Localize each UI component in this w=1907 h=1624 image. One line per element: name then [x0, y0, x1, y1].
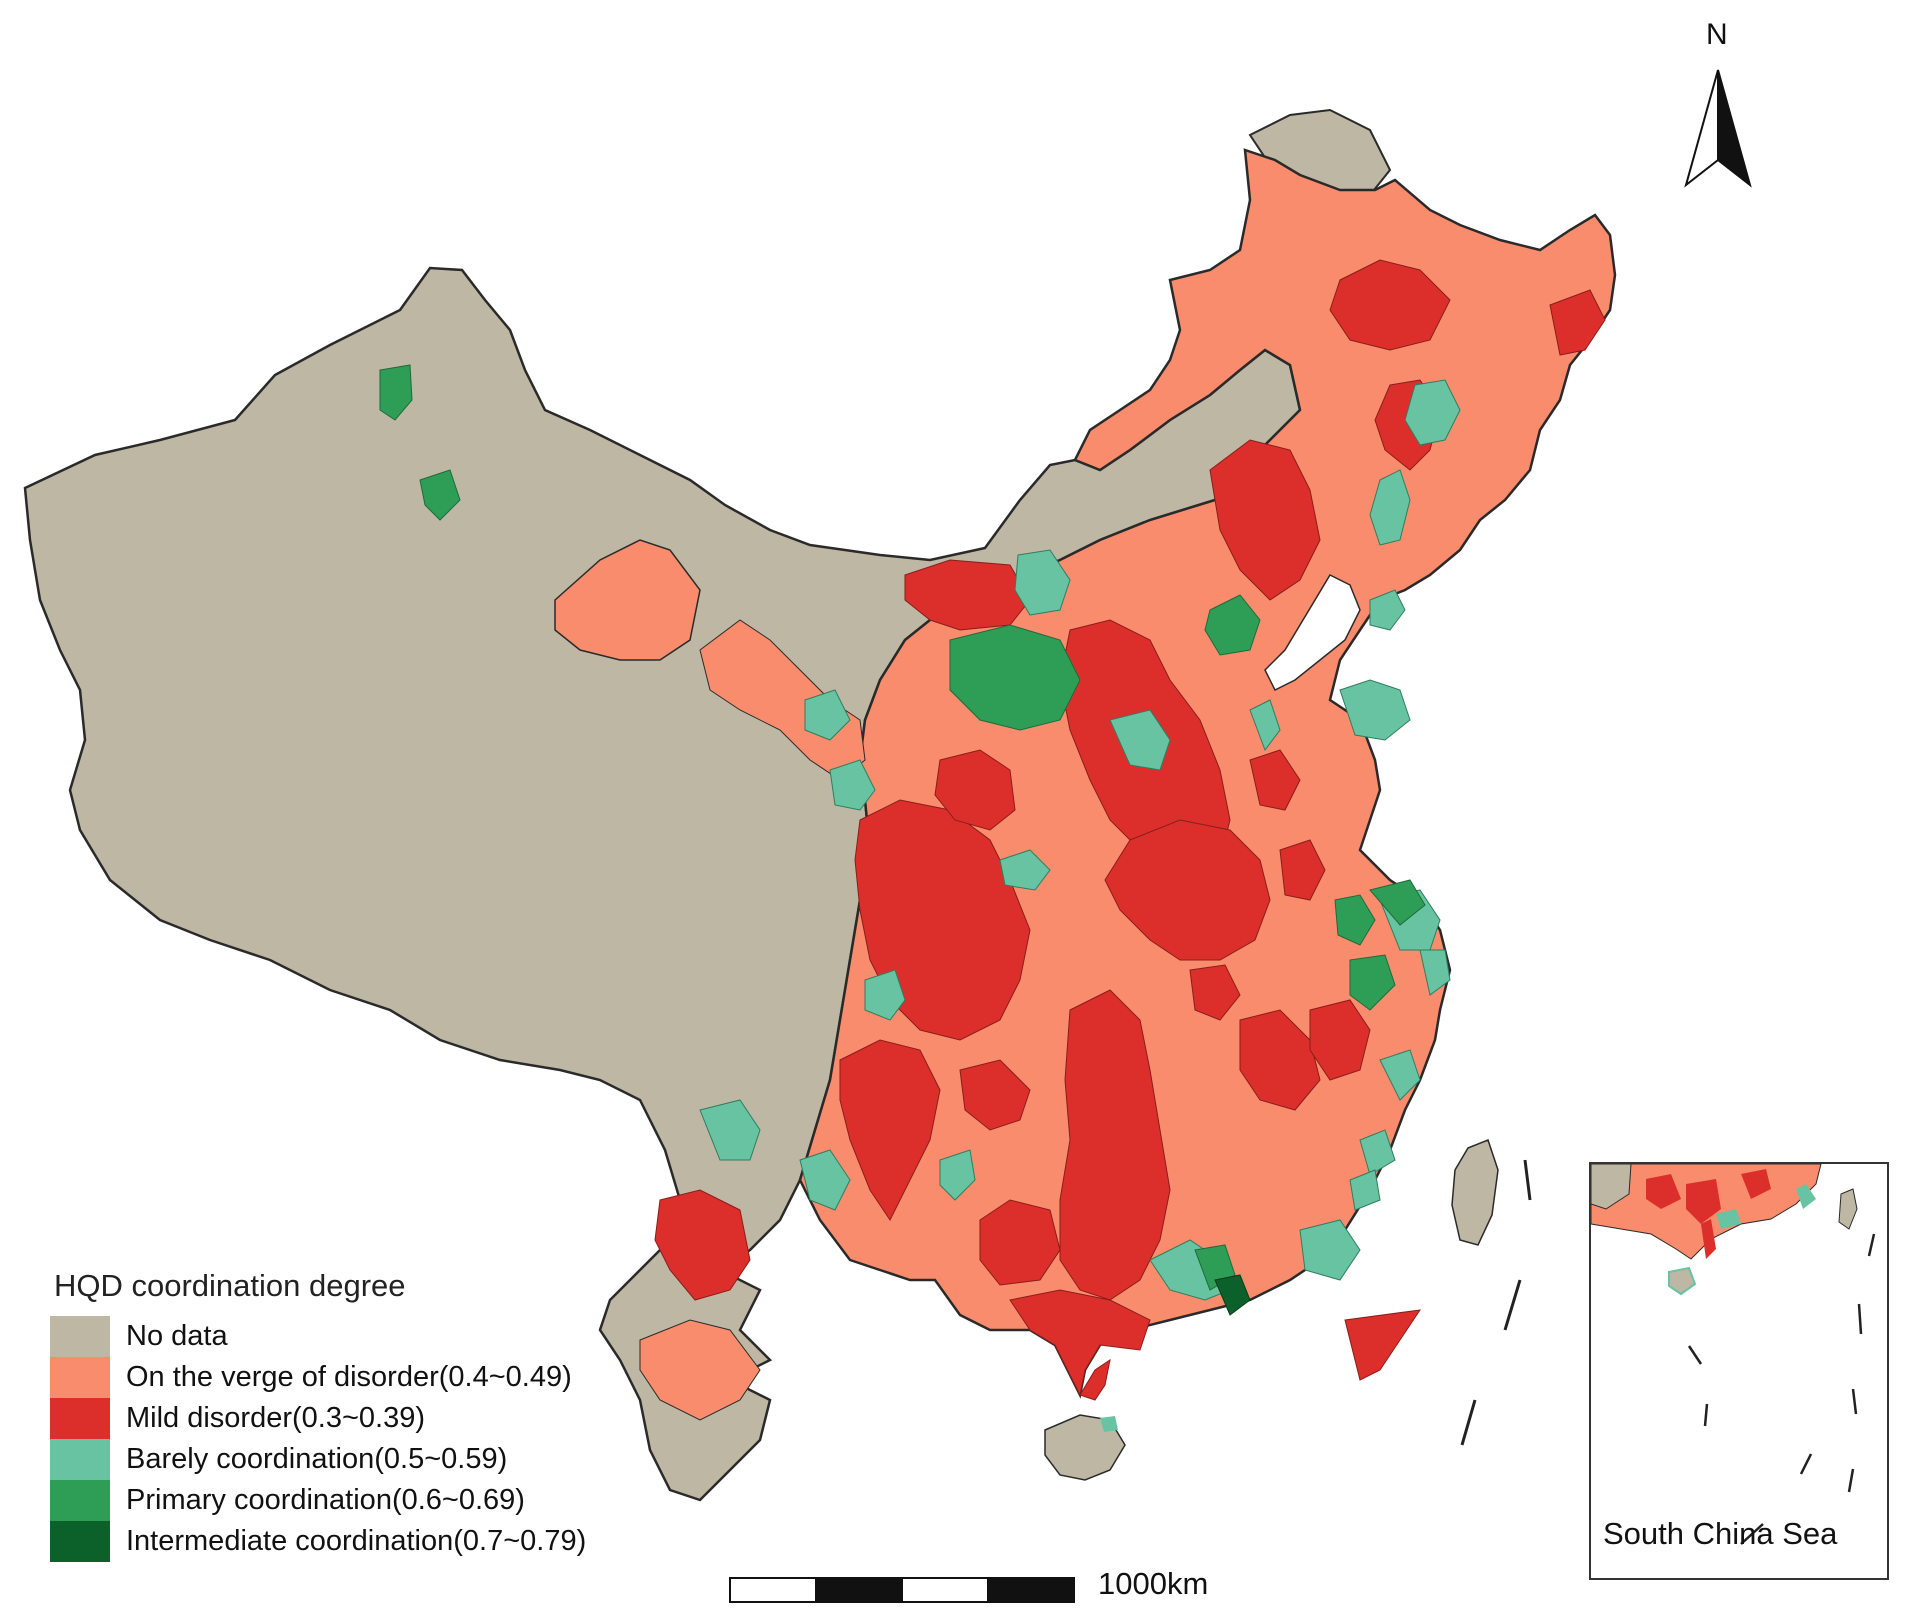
legend-label: Intermediate coordination(0.7~0.79) [126, 1525, 587, 1557]
legend-swatch [50, 1398, 110, 1439]
legend-item: On the verge of disorder(0.4~0.49) [50, 1357, 586, 1398]
legend-item: Barely coordination(0.5~0.59) [50, 1439, 586, 1480]
region-verge-hexi [699, 619, 866, 781]
taiwan-island [1451, 1139, 1499, 1246]
legend-item: Mild disorder(0.3~0.39) [50, 1398, 586, 1439]
legend: HQD coordination degree No data On the v… [50, 1268, 586, 1562]
legend-swatch [50, 1316, 110, 1357]
legend-label: On the verge of disorder(0.4~0.49) [126, 1361, 572, 1393]
legend-item: Intermediate coordination(0.7~0.79) [50, 1521, 586, 1562]
legend-item: No data [50, 1316, 586, 1357]
legend-swatch [50, 1521, 110, 1562]
region-verge-yunnan-west [639, 1319, 761, 1421]
region-verge-gansu [554, 539, 701, 661]
region-intermediate-coordination [1214, 1274, 1251, 1316]
north-arrow [1684, 69, 1752, 188]
barely-coordination-regions [699, 379, 1461, 1301]
legend-label: Mild disorder(0.3~0.39) [126, 1402, 426, 1434]
inset-label: South China Sea [1603, 1516, 1838, 1551]
legend-title: HQD coordination degree [54, 1268, 406, 1303]
legend-swatch [50, 1480, 110, 1521]
legend-item: Primary coordination(0.6~0.69) [50, 1480, 586, 1521]
bohai-sea [1264, 574, 1361, 692]
primary-coordination-regions [379, 364, 1426, 1291]
hainan-barely-patch [1100, 1416, 1118, 1432]
boundary-dashes [1460, 1159, 1532, 1446]
north-label: N [1706, 18, 1728, 51]
inset-map [1591, 1164, 1876, 1545]
legend-label: Barely coordination(0.5~0.59) [126, 1443, 508, 1475]
scale-bar-label: 1000km [1098, 1566, 1209, 1601]
legend-label: Primary coordination(0.6~0.69) [126, 1484, 525, 1516]
scale-bar [729, 1577, 1075, 1603]
legend-swatch [50, 1357, 110, 1398]
south-china-sea-inset: South China Sea [1589, 1162, 1889, 1580]
legend-label: No data [126, 1320, 228, 1352]
legend-swatch [50, 1439, 110, 1480]
